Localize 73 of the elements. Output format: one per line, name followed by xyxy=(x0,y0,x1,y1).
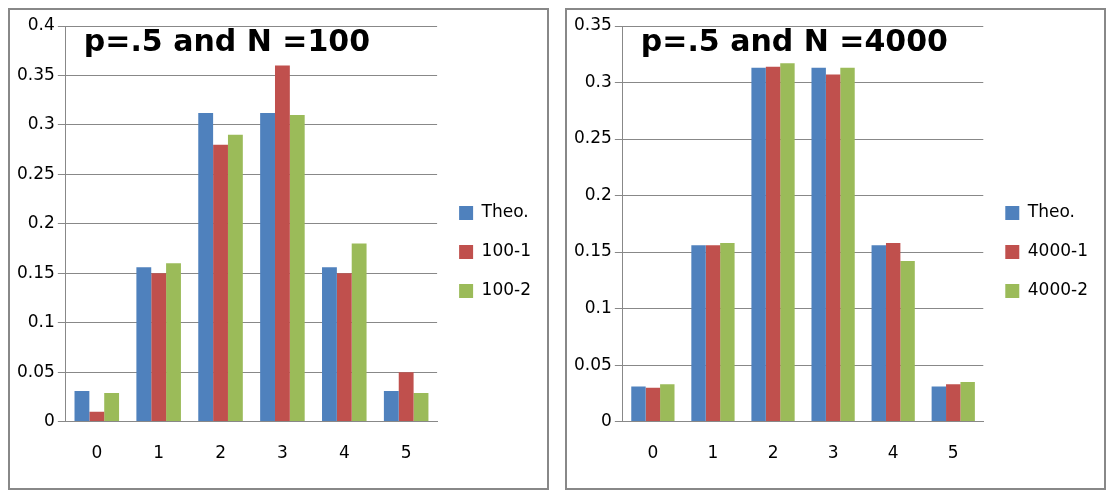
bar xyxy=(780,63,795,422)
x-tick-label: 1 xyxy=(707,442,719,463)
bar xyxy=(322,267,337,422)
bar xyxy=(104,392,120,422)
bar xyxy=(885,243,901,422)
x-tick-label: 3 xyxy=(277,442,288,463)
bar xyxy=(871,245,886,422)
y-tick-label: 0 xyxy=(44,410,55,431)
y-tick-label: 0.2 xyxy=(27,212,55,233)
y-tick-label: 0.35 xyxy=(16,63,55,84)
bar xyxy=(413,392,429,422)
y-tick-label: 0.2 xyxy=(584,183,612,204)
y-tick-label: 0.4 xyxy=(27,14,55,35)
bar xyxy=(74,390,90,422)
bar xyxy=(691,245,706,422)
bar xyxy=(631,386,646,422)
bar xyxy=(166,263,181,422)
y-tick-label: 0.3 xyxy=(584,70,612,91)
bar xyxy=(751,67,766,422)
bar xyxy=(260,113,275,422)
y-tick-label: 0.25 xyxy=(573,127,612,148)
bar xyxy=(645,387,661,422)
x-tick-label: 0 xyxy=(91,442,103,463)
bar xyxy=(336,273,352,422)
bar xyxy=(825,74,841,422)
bar xyxy=(705,245,721,422)
bar xyxy=(227,134,243,422)
x-tick-label: 2 xyxy=(767,442,779,463)
bar xyxy=(213,144,228,422)
bar xyxy=(398,372,414,422)
x-tick-label: 4 xyxy=(338,442,350,463)
y-tick-label: 0.15 xyxy=(573,240,612,261)
bar xyxy=(274,65,290,422)
x-tick-label: 1 xyxy=(153,442,165,463)
bar xyxy=(136,267,152,422)
bar xyxy=(660,384,675,422)
legend-label: Theo. xyxy=(1026,201,1075,222)
y-tick-label: 0.05 xyxy=(573,353,612,374)
legend-label: 100-2 xyxy=(481,279,532,300)
x-tick-label: 0 xyxy=(647,442,659,463)
legend-label: 100-1 xyxy=(481,240,532,261)
bar xyxy=(89,411,105,422)
bar xyxy=(811,67,826,422)
x-tick-label: 4 xyxy=(887,442,899,463)
x-tick-label: 5 xyxy=(400,442,412,463)
x-tick-label: 2 xyxy=(215,442,226,463)
bar xyxy=(931,386,947,422)
y-tick-label: 0.1 xyxy=(584,296,612,317)
y-tick-label: 0.3 xyxy=(27,113,55,134)
chart-title: p=.5 and N =4000 xyxy=(640,22,948,58)
bar xyxy=(351,243,367,422)
y-tick-label: 0.35 xyxy=(573,14,612,35)
bar xyxy=(900,261,915,422)
x-tick-label: 3 xyxy=(827,442,839,463)
bar xyxy=(946,384,961,422)
bar xyxy=(151,273,167,422)
chart-title: p=.5 and N =100 xyxy=(83,22,371,58)
bar xyxy=(960,382,975,422)
y-tick-label: 0.25 xyxy=(16,162,55,183)
bar xyxy=(840,67,855,422)
bar xyxy=(720,243,735,422)
bar xyxy=(765,66,781,422)
y-tick-label: 0 xyxy=(601,410,612,431)
bar xyxy=(383,390,399,422)
y-tick-label: 0.1 xyxy=(27,311,55,332)
legend-label: 4000-1 xyxy=(1027,240,1088,261)
bar xyxy=(198,113,214,422)
y-tick-label: 0.15 xyxy=(16,261,55,282)
legend-label: Theo. xyxy=(480,201,529,222)
legend-label: 4000-2 xyxy=(1027,279,1088,300)
x-tick-label: 5 xyxy=(947,442,959,463)
y-tick-label: 0.05 xyxy=(16,360,55,381)
bar xyxy=(289,115,305,422)
